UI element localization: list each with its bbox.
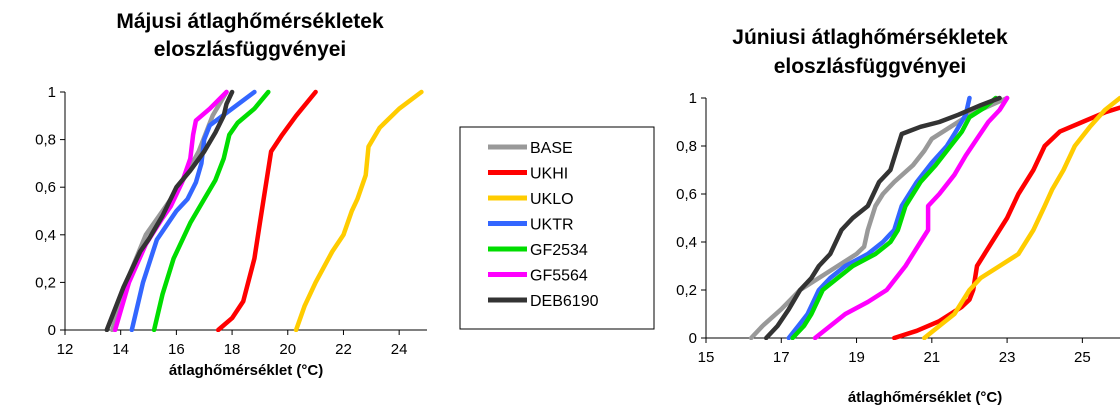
chart2: 0 0,2 0,4 0,6 0,8 1 15 17 19 21 23 25 <box>676 90 1120 366</box>
series-group <box>104 89 424 332</box>
x-tick-label: 23 <box>999 349 1016 366</box>
x-tick-label: 24 <box>391 341 408 358</box>
series-line-ukhi <box>215 89 318 332</box>
series-line-deb6190 <box>104 89 235 332</box>
legend-label-uklo: UKLO <box>530 191 574 208</box>
legend: BASE UKHI UKLO UKTR GF2534 GF5564 DEB6190 <box>459 126 655 330</box>
y-tick-label: 0 <box>689 330 697 347</box>
x-tick-label: 21 <box>923 349 940 366</box>
legend-label-ukhi: UKHI <box>530 166 568 183</box>
legend-label-base: BASE <box>530 140 573 157</box>
x-tick-label: 17 <box>773 349 790 366</box>
series-line-gf2534 <box>790 95 999 340</box>
y-tick-label: 0,4 <box>35 227 56 244</box>
y-tick-label: 0,6 <box>35 179 56 196</box>
y-tick-label: 0,8 <box>676 138 697 155</box>
legend-label-uktr: UKTR <box>530 217 574 234</box>
x-tick-label: 25 <box>1074 349 1091 366</box>
y-tick-label: 0,8 <box>35 132 56 149</box>
y-tick-label: 0 <box>48 322 56 339</box>
series-line-uktr <box>786 95 972 340</box>
x-tick-label: 14 <box>112 341 129 358</box>
chart1-title-line1: Májusi átlaghőmérsékletek <box>116 10 384 33</box>
x-tick-label: 18 <box>224 341 241 358</box>
chart1-x-axis-label: átlaghőmérséklet (°C) <box>169 362 323 379</box>
chart2-title-line1: Júniusi átlaghőmérsékletek <box>732 26 1008 49</box>
y-tick-label: 0,2 <box>35 274 56 291</box>
y-tick-label: 1 <box>48 84 56 101</box>
legend-items: BASE UKHI UKLO UKTR GF2534 GF5564 DEB6190 <box>488 140 599 310</box>
chart1-title-line2: eloszlásfüggvényei <box>154 38 347 61</box>
x-tick-label: 16 <box>168 341 185 358</box>
x-tick-label: 12 <box>57 341 74 358</box>
legend-label-gf5564: GF5564 <box>530 268 588 285</box>
y-tick-label: 0,2 <box>676 282 697 299</box>
chart2-title-line2: eloszlásfüggvényei <box>774 55 967 78</box>
series-line-uklo <box>293 89 424 332</box>
legend-label-deb6190: DEB6190 <box>530 293 599 310</box>
series-line-uktr <box>129 89 257 332</box>
series-line-uklo <box>922 95 1120 340</box>
chart2-x-axis-label: átlaghőmérséklet (°C) <box>848 389 1002 406</box>
y-tick-label: 0,4 <box>676 234 697 251</box>
series-line-deb6190 <box>763 95 1002 340</box>
x-tick-label: 19 <box>848 349 865 366</box>
y-tick-label: 0,6 <box>676 186 697 203</box>
y-tick-label: 1 <box>689 90 697 107</box>
legend-label-gf2534: GF2534 <box>530 242 588 259</box>
series-line-gf2534 <box>151 89 271 332</box>
x-tick-label: 22 <box>335 341 352 358</box>
x-tick-label: 20 <box>279 341 296 358</box>
series-group <box>748 95 1120 340</box>
chart1: 0 0,2 0,4 0,6 0,8 1 12 14 16 18 20 22 24 <box>35 84 427 358</box>
legend-box <box>459 126 655 330</box>
x-tick-label: 15 <box>698 349 715 366</box>
series-line-gf5564 <box>812 95 1010 340</box>
